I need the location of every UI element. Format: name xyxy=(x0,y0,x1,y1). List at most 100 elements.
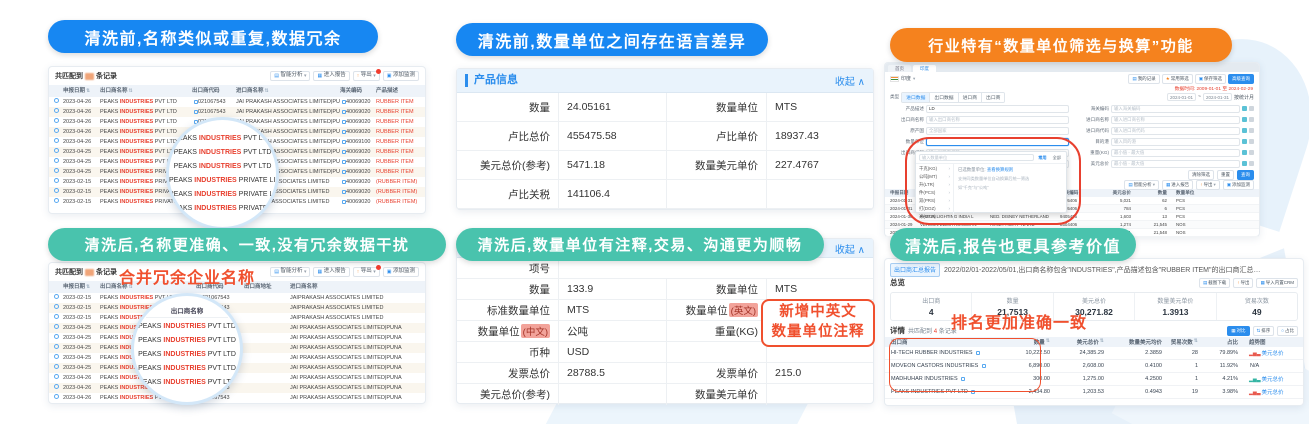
unit-option[interactable]: 千克(KG) › xyxy=(919,166,950,171)
tab-export-data[interactable]: 出口数据 xyxy=(930,92,959,102)
export-button[interactable]: ↑ 导出 ▾ xyxy=(1196,179,1220,190)
copy-icon[interactable] xyxy=(342,159,346,164)
dropdown-tab-common[interactable]: 常用 xyxy=(1038,154,1047,160)
row-detail-icon[interactable] xyxy=(54,118,59,123)
row-detail-icon[interactable] xyxy=(54,374,59,379)
sort-icon[interactable]: ⇅ xyxy=(1099,338,1104,344)
my-records-button[interactable]: ▤ 我的记录 xyxy=(1128,73,1160,84)
trend-link[interactable]: 美元总价 xyxy=(1261,377,1284,383)
history-icon[interactable] xyxy=(1249,161,1254,166)
unit-option[interactable]: 公吨(MT) › xyxy=(919,174,950,179)
row-detail-icon[interactable] xyxy=(54,354,59,359)
field-input[interactable]: 输入目的港 xyxy=(1111,137,1240,146)
batch-icon[interactable] xyxy=(1242,106,1247,111)
row-detail-icon[interactable] xyxy=(54,294,59,299)
row-detail-icon[interactable] xyxy=(54,158,59,163)
history-icon[interactable] xyxy=(1249,139,1254,144)
row-detail-icon[interactable] xyxy=(54,138,59,143)
row-detail-icon[interactable] xyxy=(54,178,59,183)
tab-exporters[interactable]: 出口商 xyxy=(982,92,1005,102)
smart-analysis-button[interactable]: ▤ 智能分析 ▾ xyxy=(270,266,311,278)
copy-icon[interactable] xyxy=(342,119,346,124)
row-detail-icon[interactable] xyxy=(54,334,59,339)
tab-india[interactable]: 印度 xyxy=(913,64,936,72)
copy-icon[interactable] xyxy=(342,139,346,144)
date-from-input[interactable]: 2024-01-01 xyxy=(1167,93,1197,101)
batch-icon[interactable] xyxy=(1242,150,1247,155)
field-input[interactable]: 最小值 - 最大值 xyxy=(1111,159,1240,168)
field-input[interactable]: 输入出口商名称 xyxy=(926,115,1069,124)
field-input[interactable]: 全部国家 xyxy=(926,126,1069,135)
report-row[interactable]: HI-TECH RUBBER INDUSTRIES 10,222.50 24,3… xyxy=(885,347,1303,360)
month-filter-link[interactable]: 按统计月 xyxy=(1233,94,1254,101)
trend-link[interactable]: 美元总价 xyxy=(1261,351,1284,357)
row-detail-icon[interactable] xyxy=(54,108,59,113)
favorite-filters-button[interactable]: ★ 常用筛选 xyxy=(1161,73,1193,84)
query-button[interactable]: 查询 xyxy=(1237,170,1254,180)
table-row[interactable]: 2023-02-15 PEAKS INDUSTRIES PVT LTD 0210… xyxy=(49,313,425,323)
add-monitor-button[interactable]: ▣ 添加监测 xyxy=(1222,179,1254,190)
report-row[interactable]: MADHUHAR INDUSTRIES 300.00 1,275.00 4.25… xyxy=(885,373,1303,386)
copy-icon[interactable] xyxy=(342,179,346,184)
collapse-link[interactable]: 收起 ∧ xyxy=(834,77,865,88)
dropdown-tab-all[interactable]: 全部 xyxy=(1052,154,1061,160)
table-row[interactable]: 2023-04-26 PEAKS INDUSTRIES PVT LTD 0210… xyxy=(49,97,425,107)
field-input[interactable]: 输入进口商名称 xyxy=(1111,115,1240,124)
share-view-button[interactable]: ○ 占比 xyxy=(1277,325,1298,336)
advanced-search-button[interactable]: 高级查询 xyxy=(1228,73,1254,84)
row-detail-icon[interactable] xyxy=(54,188,59,193)
report-row[interactable]: PEAKS INDUSTRIES PVT LTD 2,434.80 1,203.… xyxy=(885,386,1303,399)
history-icon[interactable] xyxy=(1249,150,1254,155)
table-row[interactable]: 2023-04-26 PEAKS INDUSTRIES PVT LTD 0210… xyxy=(49,393,425,403)
sort-icon[interactable]: ⇅ xyxy=(1193,338,1198,344)
history-icon[interactable] xyxy=(1249,106,1254,111)
table-row[interactable]: 2023-02-15 PEAKS INDUSTRIES PVT LTD 0210… xyxy=(49,293,425,303)
batch-icon[interactable] xyxy=(1242,139,1247,144)
enter-report-button[interactable]: ▦ 进入报告 xyxy=(1161,179,1194,190)
tab-import-data[interactable]: 进口数据 xyxy=(902,92,931,102)
row-detail-icon[interactable] xyxy=(54,168,59,173)
screenshot-download-button[interactable]: ▤ 截图下载 xyxy=(1198,277,1231,288)
batch-icon[interactable] xyxy=(1242,117,1247,122)
enter-report-button[interactable]: ▦ 进入报告 xyxy=(313,70,350,82)
copy-icon[interactable] xyxy=(342,169,346,174)
copy-icon[interactable] xyxy=(342,189,346,194)
row-detail-icon[interactable] xyxy=(54,304,59,309)
country-select[interactable]: 印度 xyxy=(901,76,912,82)
add-monitor-button[interactable]: ▣ 添加监测 xyxy=(382,70,419,82)
trend-link[interactable]: N/A xyxy=(1250,363,1260,369)
conversion-rules-link[interactable]: 查看换算规则 xyxy=(986,167,1014,172)
sort-icon[interactable]: ⇅ xyxy=(86,284,91,290)
row-detail-icon[interactable] xyxy=(54,394,59,399)
sort-icon[interactable]: ⇅ xyxy=(86,88,91,94)
reset-button[interactable]: 重置 xyxy=(1217,170,1234,180)
copy-icon[interactable] xyxy=(342,129,346,134)
trend-link[interactable]: 美元总价 xyxy=(1261,390,1284,396)
collapse-link[interactable]: 收起 ∧ xyxy=(834,244,865,256)
sort-icon[interactable]: ⇅ xyxy=(1045,338,1050,344)
copy-icon[interactable] xyxy=(194,99,198,104)
import-crm-button[interactable]: ▦ 导入内置CRM xyxy=(1256,277,1298,288)
export-button[interactable]: ↑ 导出 ▾ xyxy=(352,265,382,278)
sort-icon[interactable]: ⇅ xyxy=(264,88,269,94)
row-detail-icon[interactable] xyxy=(54,324,59,329)
batch-icon[interactable] xyxy=(1242,128,1247,133)
row-detail-icon[interactable] xyxy=(54,128,59,133)
row-detail-icon[interactable] xyxy=(54,344,59,349)
copy-icon[interactable] xyxy=(342,149,346,154)
row-detail-icon[interactable] xyxy=(54,198,59,203)
field-input[interactable]: 输入进口商代码 xyxy=(1111,126,1240,135)
table-row[interactable]: 2023-04-26 PEAKS INDUSTRIES PVT LTD 0210… xyxy=(49,373,425,383)
table-row[interactable]: 2023-04-26 PEAKS INDUSTRIES PVT LTD 0210… xyxy=(49,383,425,393)
copy-icon[interactable] xyxy=(981,363,986,368)
tab-importers[interactable]: 进口商 xyxy=(958,92,983,102)
field-input[interactable]: LD xyxy=(926,104,1069,113)
row-detail-icon[interactable] xyxy=(54,98,59,103)
unit-option[interactable]: 双(PRS) › xyxy=(919,198,950,203)
copy-icon[interactable] xyxy=(194,109,198,114)
copy-icon[interactable] xyxy=(976,350,981,355)
history-icon[interactable] xyxy=(1249,128,1254,133)
table-row[interactable]: 2023-02-15 PEAKS INDUSTRIES PVT LTD 0210… xyxy=(49,303,425,313)
smart-analysis-button[interactable]: ▤ 智能分析 ▾ xyxy=(270,70,311,82)
copy-icon[interactable] xyxy=(342,109,346,114)
